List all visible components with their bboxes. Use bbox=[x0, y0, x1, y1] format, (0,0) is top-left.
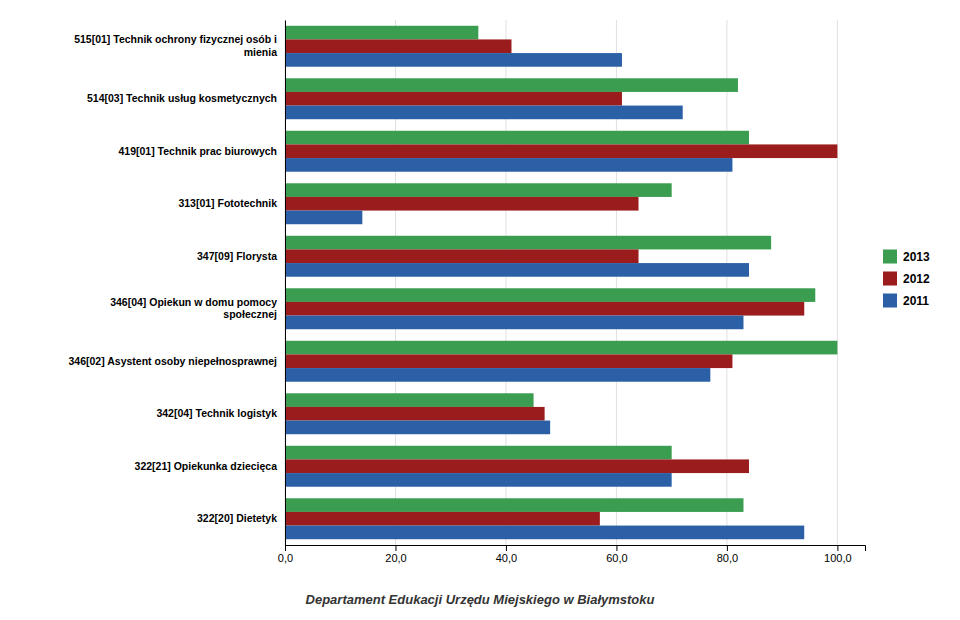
footer-text: Departament Edukacji Urzędu Miejskiego w… bbox=[306, 592, 655, 607]
y-tick-label: 347[09] Florysta bbox=[197, 250, 277, 262]
y-tick: 347[09] Florysta bbox=[197, 250, 277, 262]
bar bbox=[285, 316, 743, 330]
legend-label: 2012 bbox=[903, 272, 930, 286]
x-tick: 0,0 bbox=[278, 545, 293, 564]
y-axis: 322[20] Dietetyk 322[21] Opiekunka dzieci… bbox=[68, 21, 285, 546]
y-tick: 322[21] Opiekunka dziecięca bbox=[135, 460, 278, 472]
bar bbox=[285, 288, 815, 302]
y-tick-label: 346[04] Opiekun w domu pomocyspołecznej bbox=[110, 296, 277, 321]
bar-series bbox=[285, 53, 804, 539]
plot-area: 0,0 20,0 40,0 60,0 80,0 100,0 322[20] Dietetyk… bbox=[68, 20, 865, 564]
bar bbox=[285, 249, 639, 263]
bar bbox=[285, 341, 837, 355]
y-tick-label: 313[01] Fototechnik bbox=[178, 197, 277, 209]
legend-label: 2013 bbox=[903, 250, 930, 264]
x-tick-mark bbox=[506, 545, 507, 551]
legend: 2013 2012 2011 bbox=[883, 250, 930, 308]
y-tick: 346[04] Opiekun w domu pomocyspołecznej bbox=[110, 296, 277, 321]
bar bbox=[285, 526, 804, 540]
bar bbox=[285, 459, 749, 473]
bars bbox=[285, 26, 837, 539]
y-tick: 322[20] Dietetyk bbox=[197, 512, 277, 524]
legend-label: 2011 bbox=[903, 294, 929, 308]
y-tick-label: 322[20] Dietetyk bbox=[197, 512, 277, 524]
bar bbox=[285, 498, 743, 512]
bar bbox=[285, 473, 672, 487]
bar bbox=[285, 354, 732, 368]
x-tick-label: 100,0 bbox=[824, 552, 852, 564]
x-tick: 60,0 bbox=[606, 545, 627, 564]
x-tick: 80,0 bbox=[717, 545, 738, 564]
x-axis: 0,0 20,0 40,0 60,0 80,0 100,0 bbox=[278, 545, 866, 564]
y-tick: 419[01] Technik prac biurowych bbox=[118, 145, 277, 157]
y-tick-label: 515[01] Technik ochrony fizycznej osób i… bbox=[74, 33, 277, 58]
legend-swatch bbox=[883, 272, 897, 286]
grid bbox=[285, 20, 837, 545]
y-tick: 514[03] Technik usług kosmetycznych bbox=[87, 92, 277, 104]
bar bbox=[285, 421, 550, 435]
bar bbox=[285, 197, 639, 211]
bar bbox=[285, 78, 738, 92]
x-tick-mark bbox=[285, 545, 286, 551]
x-tick-label: 60,0 bbox=[606, 552, 627, 564]
x-axis-line bbox=[286, 546, 866, 552]
bar bbox=[285, 131, 749, 145]
bar bbox=[285, 39, 511, 53]
y-tick-label: 346[02] Asystent osoby niepełnosprawnej bbox=[68, 355, 277, 367]
y-tick-label: 342[04] Technik logistyk bbox=[156, 407, 277, 419]
bar bbox=[285, 211, 362, 225]
bar bbox=[285, 106, 683, 120]
legend-swatch bbox=[883, 294, 897, 308]
y-tick-label: 514[03] Technik usług kosmetycznych bbox=[87, 92, 277, 104]
x-tick-mark bbox=[727, 545, 728, 551]
y-tick-label: 322[21] Opiekunka dziecięca bbox=[135, 460, 278, 472]
x-tick: 100,0 bbox=[824, 545, 852, 564]
bar bbox=[285, 407, 545, 421]
x-tick: 40,0 bbox=[496, 545, 517, 564]
x-tick-label: 20,0 bbox=[385, 552, 406, 564]
grid-line bbox=[837, 20, 838, 545]
y-axis-line bbox=[285, 21, 286, 546]
bar bbox=[285, 92, 622, 106]
x-tick-mark bbox=[395, 545, 396, 551]
chart-svg: 0,0 20,0 40,0 60,0 80,0 100,0 322[20] Dietetyk… bbox=[0, 0, 960, 620]
bar bbox=[285, 158, 732, 172]
bar bbox=[285, 512, 600, 526]
bar bbox=[285, 26, 478, 40]
bar bbox=[285, 393, 534, 407]
bar bbox=[285, 302, 804, 316]
bar bbox=[285, 368, 710, 382]
bar bbox=[285, 53, 622, 67]
x-tick-mark bbox=[616, 545, 617, 551]
bar bbox=[285, 263, 749, 277]
x-tick: 20,0 bbox=[385, 545, 406, 564]
chart-container: 0,0 20,0 40,0 60,0 80,0 100,0 322[20] Dietetyk… bbox=[0, 0, 960, 620]
y-tick: 515[01] Technik ochrony fizycznej osób i… bbox=[74, 33, 277, 58]
x-tick-label: 80,0 bbox=[717, 552, 738, 564]
grid-line bbox=[285, 20, 286, 545]
bar-series bbox=[285, 39, 837, 525]
bar-series bbox=[285, 26, 837, 512]
legend-swatch bbox=[883, 250, 897, 264]
x-tick-label: 0,0 bbox=[278, 552, 293, 564]
y-tick: 342[04] Technik logistyk bbox=[156, 407, 277, 419]
x-tick-mark bbox=[837, 545, 838, 551]
bar bbox=[285, 144, 837, 158]
x-tick-label: 40,0 bbox=[496, 552, 517, 564]
y-tick: 313[01] Fototechnik bbox=[178, 197, 277, 209]
legend-item: 2013 bbox=[883, 250, 930, 264]
bar bbox=[285, 236, 771, 250]
legend-item: 2011 bbox=[883, 294, 929, 308]
legend-item: 2012 bbox=[883, 272, 930, 286]
y-tick: 346[02] Asystent osoby niepełnosprawnej bbox=[68, 355, 277, 367]
y-tick-label: 419[01] Technik prac biurowych bbox=[118, 145, 277, 157]
bar bbox=[285, 446, 672, 460]
bar bbox=[285, 183, 672, 197]
